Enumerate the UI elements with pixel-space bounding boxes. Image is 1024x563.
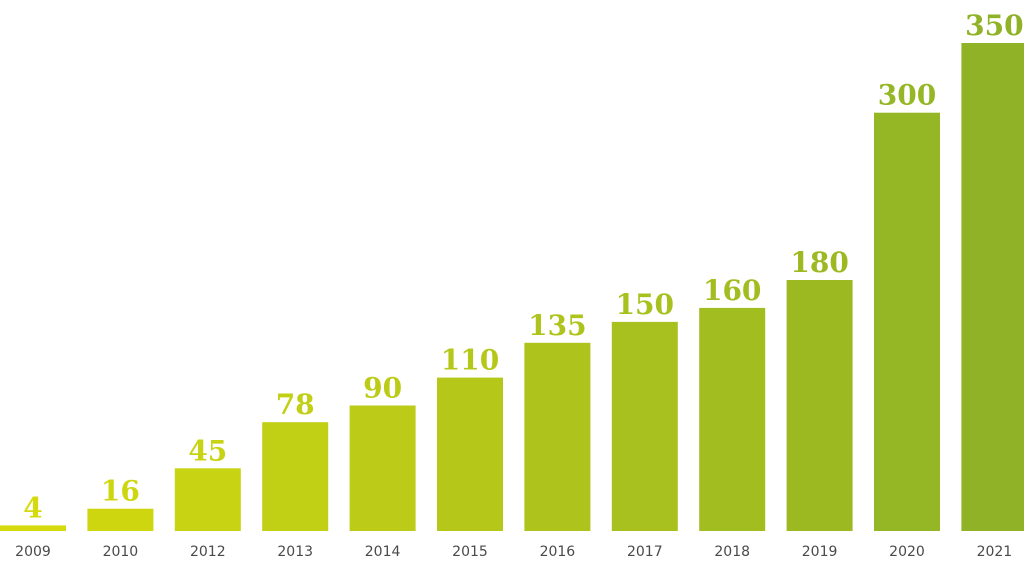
value-label-2019: 180 bbox=[790, 246, 848, 279]
value-label-2015: 110 bbox=[441, 344, 499, 377]
bar-2013 bbox=[262, 422, 329, 531]
x-tick-label-2020: 2020 bbox=[889, 544, 925, 560]
x-tick-labels-group: 2009 2010 2012 2013 2014 2015 2016 2017 2018 2019… bbox=[15, 544, 1012, 560]
x-tick-label-2010: 2010 bbox=[103, 544, 139, 560]
bar-2009 bbox=[0, 525, 66, 531]
bar-2016 bbox=[524, 342, 591, 531]
bar-2012 bbox=[174, 468, 241, 531]
bar-2019 bbox=[786, 280, 853, 531]
bar-2015 bbox=[437, 377, 503, 531]
value-label-2017: 150 bbox=[616, 288, 674, 321]
bars-group bbox=[0, 43, 1024, 531]
x-tick-label-2017: 2017 bbox=[627, 544, 663, 560]
value-label-2018: 160 bbox=[703, 274, 761, 307]
value-label-2021: 350 bbox=[965, 9, 1023, 42]
value-label-2016: 135 bbox=[528, 309, 586, 342]
value-label-2009: 4 bbox=[23, 491, 42, 524]
value-labels-group: 4 16 45 78 90 110 135 150 160 180 300 350 bbox=[23, 9, 1023, 524]
x-tick-label-2018: 2018 bbox=[714, 544, 750, 560]
x-tick-label-2015: 2015 bbox=[452, 544, 488, 560]
value-label-2012: 45 bbox=[188, 434, 227, 467]
bar-2010 bbox=[87, 508, 154, 531]
x-tick-label-2013: 2013 bbox=[277, 544, 313, 560]
bar-2021 bbox=[961, 43, 1024, 531]
x-tick-label-2019: 2019 bbox=[802, 544, 838, 560]
x-tick-label-2014: 2014 bbox=[365, 544, 401, 560]
bar-2014 bbox=[349, 405, 416, 531]
bar-2020 bbox=[874, 112, 940, 531]
x-tick-label-2016: 2016 bbox=[540, 544, 576, 560]
value-label-2020: 300 bbox=[878, 79, 936, 112]
value-label-2013: 78 bbox=[276, 388, 315, 421]
x-tick-label-2009: 2009 bbox=[15, 544, 51, 560]
x-tick-label-2012: 2012 bbox=[190, 544, 226, 560]
bar-2018 bbox=[699, 307, 766, 531]
bar-2017 bbox=[611, 321, 678, 531]
value-label-2014: 90 bbox=[363, 372, 402, 405]
x-tick-label-2021: 2021 bbox=[977, 544, 1013, 560]
value-label-2010: 16 bbox=[101, 475, 140, 508]
